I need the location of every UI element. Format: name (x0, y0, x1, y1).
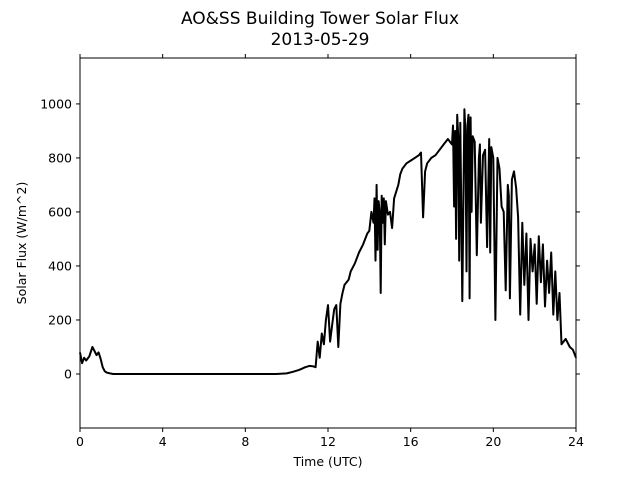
plot-frame (79, 57, 577, 429)
y-tick-label: 0 (64, 366, 72, 381)
x-tick-label: 12 (320, 434, 336, 449)
y-tick-label: 1000 (40, 96, 72, 111)
y-tick-label: 400 (48, 258, 72, 273)
x-tick-label: 24 (568, 434, 584, 449)
plot-area: 0 4 8 12 16 20 24 0 200 400 600 800 1000 (40, 54, 584, 449)
y-axis-label: Solar Flux (W/m^2) (14, 182, 29, 305)
chart-title: AO&SS Building Tower Solar Flux (181, 9, 459, 29)
x-tick-label: 16 (403, 434, 419, 449)
chart-subtitle: 2013-05-29 (271, 30, 370, 50)
x-tick-label: 8 (241, 434, 249, 449)
x-tick-label: 20 (485, 434, 501, 449)
y-tick-label: 200 (48, 312, 72, 327)
series-line-0 (79, 108, 577, 375)
x-tick-label: 4 (159, 434, 167, 449)
x-axis-label: Time (UTC) (292, 454, 362, 469)
y-tick-label: 800 (48, 150, 72, 165)
y-tick-label: 600 (48, 204, 72, 219)
x-tick-label: 0 (76, 434, 84, 449)
